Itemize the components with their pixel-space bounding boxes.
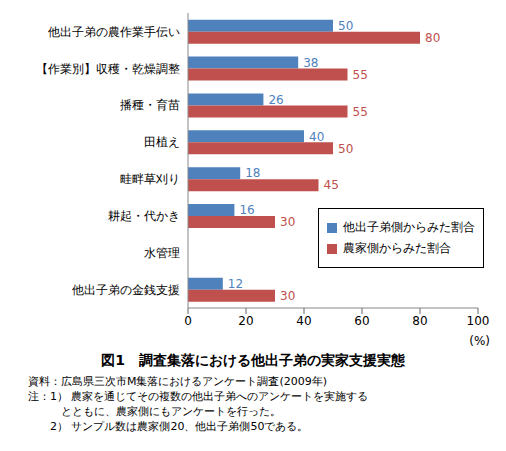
svg-text:80: 80 <box>425 31 440 45</box>
svg-text:12: 12 <box>228 277 243 291</box>
html-text:農家側からみた割合: 農家側からみた割合 <box>343 241 451 255</box>
svg-text:20: 20 <box>238 314 253 328</box>
svg-text:60: 60 <box>354 314 369 328</box>
html-text:図1 調査集落における他出子弟の実家支援実態: 図1 調査集落における他出子弟の実家支援実態 <box>101 352 405 368</box>
svg-text:田植え: 田植え <box>144 135 180 149</box>
svg-text:50: 50 <box>338 19 353 33</box>
svg-text:30: 30 <box>280 289 295 303</box>
svg-text:他出子弟の金銭支援: 他出子弟の金銭支援 <box>72 283 180 297</box>
html-text:とともに、農家側にもアンケートを行った。: とともに、農家側にもアンケートを行った。 <box>28 405 281 418</box>
svg-text:18: 18 <box>245 166 260 180</box>
svg-text:0: 0 <box>184 314 192 328</box>
svg-text:38: 38 <box>303 56 318 70</box>
svg-text:100: 100 <box>467 314 490 328</box>
svg-text:40: 40 <box>309 130 324 144</box>
svg-text:16: 16 <box>239 203 254 217</box>
svg-text:55: 55 <box>353 68 368 82</box>
svg-text:【作業別】収穫・乾燥調整: 【作業別】収穫・乾燥調整 <box>36 62 180 76</box>
svg-text:畦畔草刈り: 畦畔草刈り <box>120 172 180 186</box>
svg-text:26: 26 <box>268 93 283 107</box>
svg-text:30: 30 <box>280 215 295 229</box>
svg-text:他出子弟の農作業手伝い: 他出子弟の農作業手伝い <box>48 25 180 39</box>
svg-text:55: 55 <box>353 105 368 119</box>
svg-text:水管理: 水管理 <box>144 246 180 260</box>
html-text:他出子弟側からみた割合: 他出子弟側からみた割合 <box>343 220 475 234</box>
svg-text:80: 80 <box>412 314 427 328</box>
svg-text:耕起・代かき: 耕起・代かき <box>108 209 180 223</box>
svg-text:40: 40 <box>296 314 311 328</box>
svg-text:50: 50 <box>338 142 353 156</box>
html-text:資料：広島県三次市M集落におけるアンケート調査(2009年): 資料：広島県三次市M集落におけるアンケート調査(2009年) <box>28 375 328 388</box>
svg-text:播種・育苗: 播種・育苗 <box>120 98 180 112</box>
html-text:2） サンプル数は農家側20、他出子弟側50である。: 2） サンプル数は農家側20、他出子弟側50である。 <box>28 420 309 433</box>
svg-text:45: 45 <box>324 178 339 192</box>
html-text:注：1） 農家を通じてその複数の他出子弟へのアンケートを実施: 注：1） 農家を通じてその複数の他出子弟へのアンケートを実施する <box>28 390 369 403</box>
